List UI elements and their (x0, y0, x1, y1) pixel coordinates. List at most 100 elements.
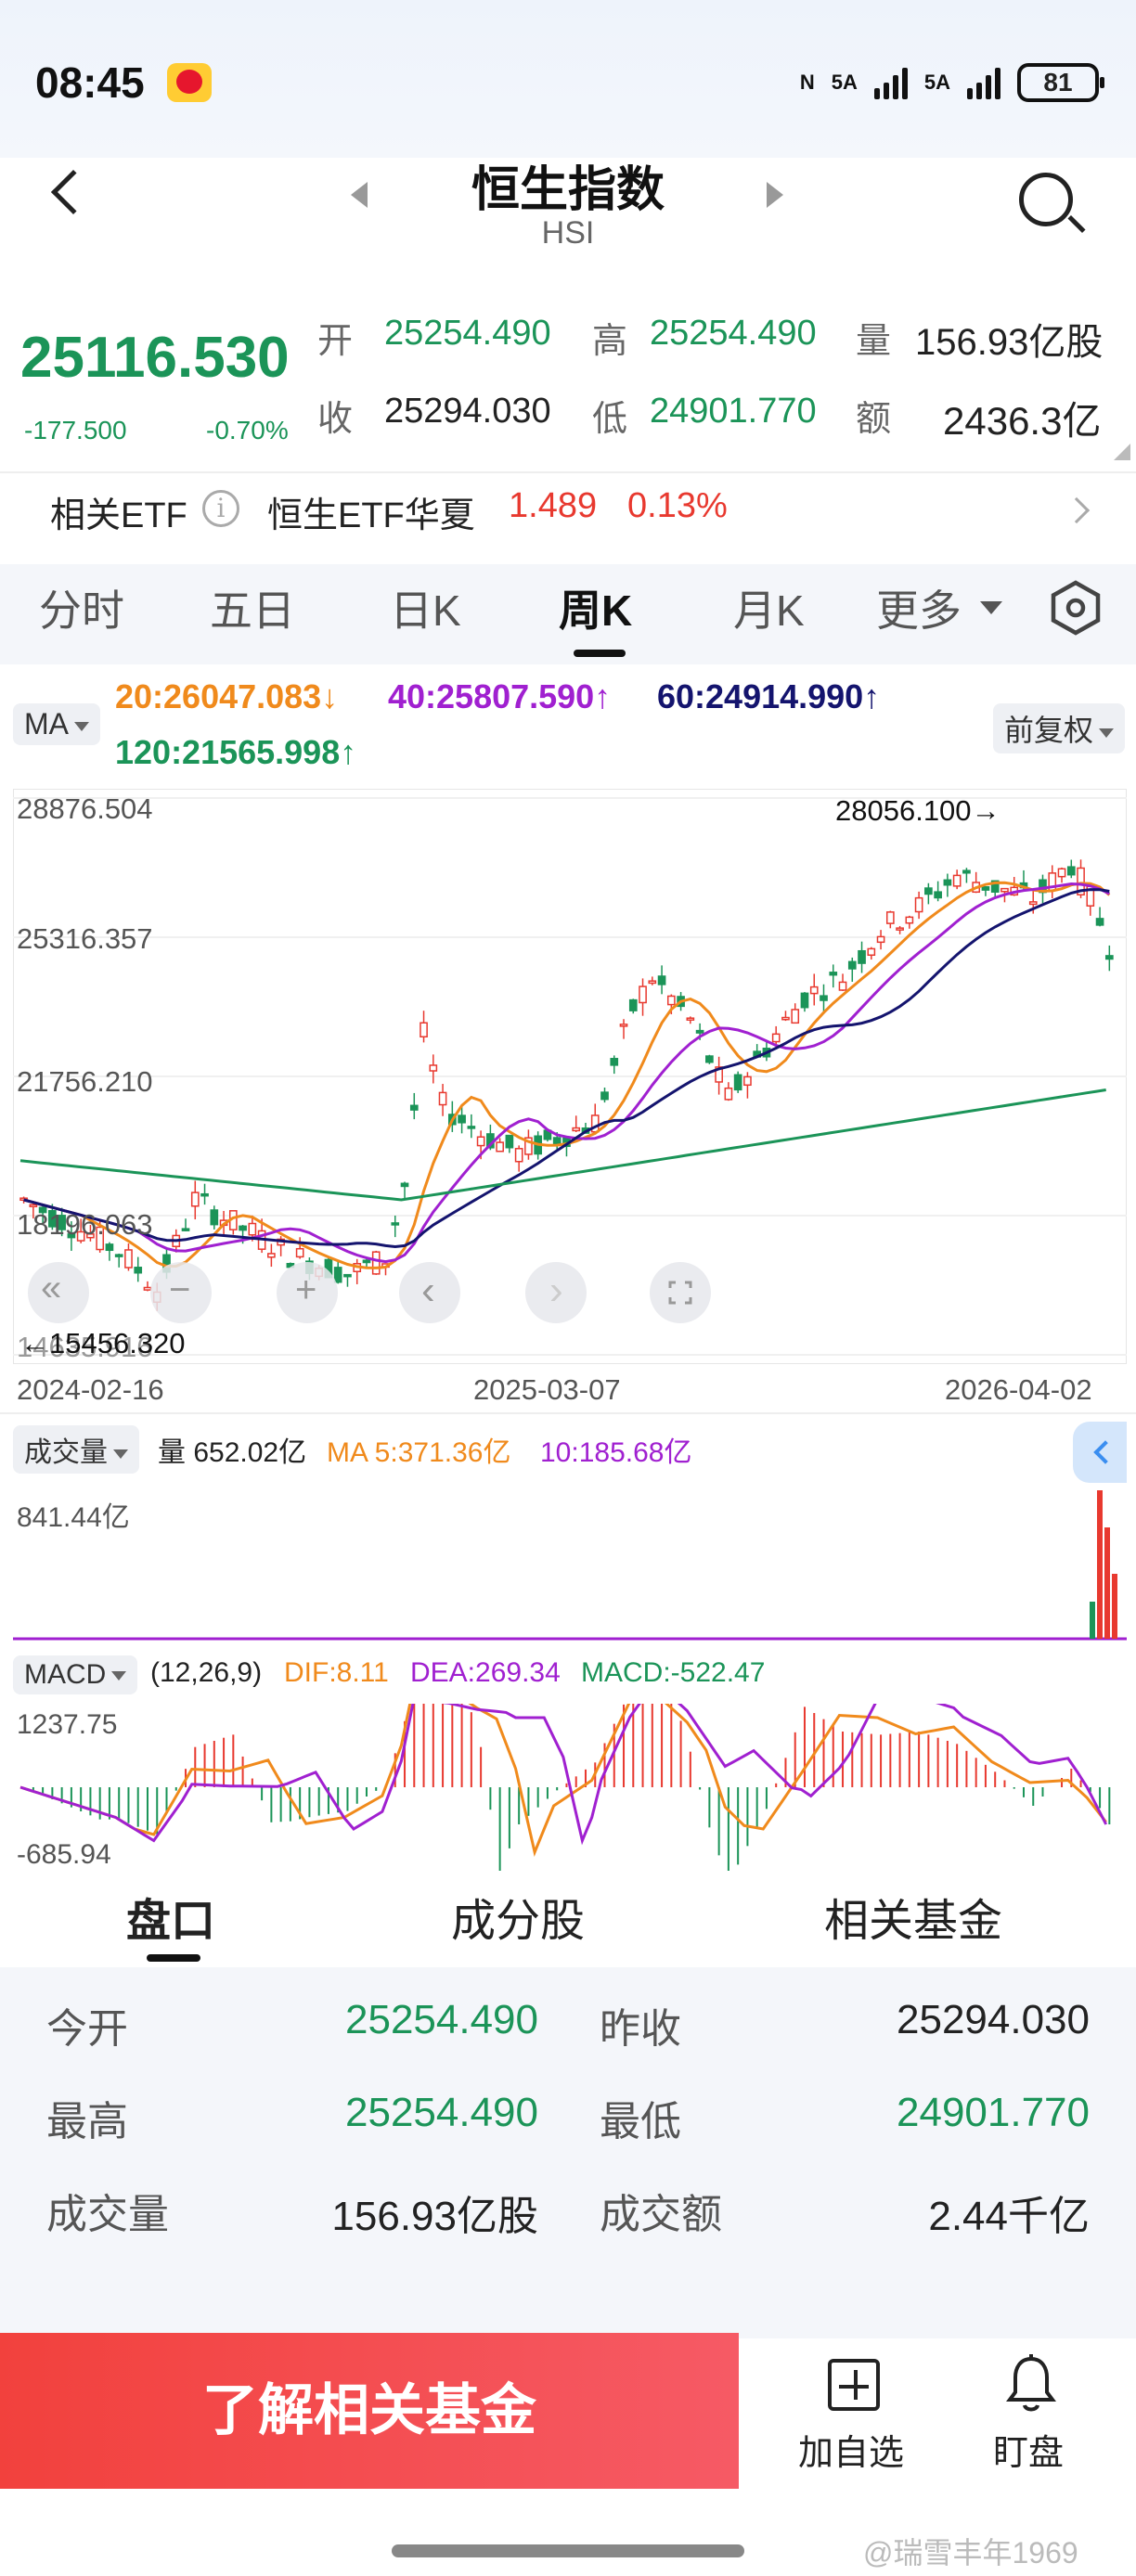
home-indicator[interactable] (392, 2544, 744, 2557)
candle (38, 1206, 47, 1214)
info-icon[interactable]: i (202, 490, 239, 527)
macd-dif: DIF:8.11 (284, 1657, 389, 1688)
candle (962, 869, 971, 874)
tab-weekly-k[interactable]: 周K (559, 586, 633, 635)
high-label: 高 (592, 322, 628, 361)
candle (1000, 887, 1009, 893)
candle (496, 1141, 504, 1153)
macd-params: (12,26,9) (150, 1657, 263, 1688)
macd-y-min: -685.94 (17, 1839, 111, 1870)
candle (990, 880, 1000, 893)
candle (1028, 901, 1038, 906)
dropdown-icon[interactable] (980, 601, 1002, 614)
tab-monthly-k[interactable]: 月K (733, 586, 805, 635)
watermark: @瑞雪丰年1969 (863, 2536, 1078, 2570)
y-tick: 28876.504 (17, 792, 153, 825)
candle (76, 1230, 85, 1242)
weibo-notification-icon (167, 63, 212, 102)
clock: 08:45 (35, 58, 145, 107)
y-tick: 25316.357 (17, 922, 153, 955)
candle (524, 1137, 533, 1155)
volume-bars (13, 1490, 1127, 1641)
add-watchlist-label[interactable]: 加自选 (798, 2434, 905, 2473)
tab-constituents[interactable]: 成分股 (451, 1897, 586, 1946)
candlestick-chart[interactable] (13, 789, 1127, 1364)
candle (572, 1127, 581, 1132)
collapse-side-panel-icon[interactable] (1073, 1422, 1127, 1483)
page-title: 恒生指数 (471, 163, 665, 217)
search-icon[interactable] (1019, 173, 1073, 226)
ma60-value: 60:24914.990↑ (657, 677, 881, 715)
volume-bar (1104, 1527, 1110, 1639)
candle (666, 995, 676, 1006)
candle (124, 1249, 133, 1269)
candle (820, 995, 828, 1001)
volume-total: 量 652.02亿 (158, 1437, 307, 1468)
x-tick: 2024-02-16 (17, 1373, 164, 1406)
back-icon[interactable] (50, 169, 97, 215)
tab-intraday[interactable]: 分时 (39, 586, 124, 635)
candle (181, 1228, 190, 1231)
volume-selector[interactable]: 成交量 (13, 1425, 139, 1474)
candle (600, 1091, 609, 1101)
y-tick: 18196.063 (17, 1208, 153, 1241)
candle (96, 1226, 105, 1251)
candle (867, 947, 876, 957)
candle (628, 998, 638, 1011)
tab-daily-k[interactable]: 日K (390, 586, 461, 635)
rewind-button[interactable]: « (28, 1262, 89, 1323)
candle (362, 1259, 371, 1264)
scroll-left-button[interactable]: ‹ (399, 1262, 460, 1323)
add-watchlist-icon[interactable] (828, 2359, 880, 2411)
chevron-right-icon[interactable] (1063, 496, 1091, 524)
volume-ma10: 10:185.68亿 (540, 1437, 692, 1468)
zoom-out-button[interactable]: − (150, 1262, 212, 1323)
y-tick: 21756.210 (17, 1065, 153, 1098)
zoom-in-button[interactable]: + (277, 1262, 338, 1323)
macd-selector[interactable]: MACD (13, 1655, 138, 1694)
candle (686, 1017, 695, 1021)
candle (743, 1075, 752, 1087)
candle (67, 1233, 76, 1239)
divider (0, 471, 1136, 473)
candle (1057, 868, 1066, 878)
prev-index-arrow-icon[interactable] (351, 182, 368, 208)
candle (458, 1114, 466, 1124)
candle (800, 992, 809, 1009)
candle (952, 874, 962, 887)
ma60-line (23, 888, 1110, 1249)
volume-max: 841.44亿 (17, 1502, 130, 1533)
etf-name[interactable]: 恒生ETF华夏 (267, 496, 475, 535)
nfc-icon: N (799, 71, 815, 94)
ma-lines (19, 881, 1111, 1269)
candle (210, 1209, 219, 1226)
candle (1095, 918, 1104, 926)
dea-line (19, 1704, 1108, 1846)
candle (657, 975, 666, 985)
tab-related-funds[interactable]: 相关基金 (824, 1897, 1003, 1946)
bell-icon[interactable] (1006, 2353, 1056, 2416)
candle (267, 1253, 276, 1258)
adjust-selector[interactable]: 前复权 (993, 703, 1126, 753)
indicator-selector[interactable]: MA (13, 703, 100, 745)
tab-five-day[interactable]: 五日 (210, 586, 295, 635)
candle (333, 1267, 342, 1283)
expand-corner-icon[interactable] (1114, 444, 1130, 460)
watch-alert-label[interactable]: 盯盘 (993, 2434, 1065, 2473)
candle (1104, 955, 1114, 960)
settings-hexagon-icon[interactable] (1047, 579, 1104, 637)
fullscreen-button[interactable] (650, 1262, 711, 1323)
panel-volume-label: 成交量 (46, 2192, 169, 2237)
macd-histogram (32, 1704, 1111, 1871)
learn-related-funds-button[interactable]: 了解相关基金 (0, 2333, 739, 2489)
candle (715, 1066, 723, 1083)
candle (409, 1104, 419, 1111)
candle (924, 887, 933, 895)
candle (1077, 867, 1085, 895)
panel-prev-close-value: 25294.030 (897, 1997, 1090, 2042)
next-index-arrow-icon[interactable] (767, 182, 783, 208)
scroll-right-button[interactable]: › (525, 1262, 587, 1323)
tab-order-book[interactable]: 盘口 (126, 1897, 216, 1946)
status-bar: 08:45 N 5A 5A 81 (0, 0, 1136, 158)
tab-more[interactable]: 更多 (876, 586, 962, 635)
